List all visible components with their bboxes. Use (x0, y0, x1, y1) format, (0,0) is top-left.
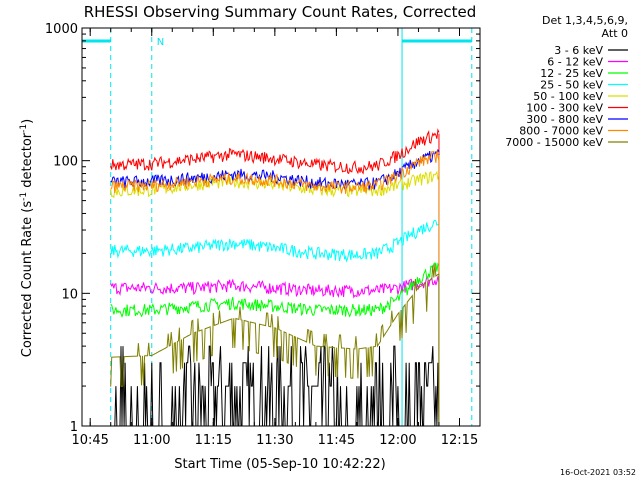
x-tick-label: 11:15 (195, 433, 232, 448)
legend-label-7: 800 - 7000 keV (519, 125, 603, 138)
x-tick-label: 11:00 (133, 433, 170, 448)
footer-timestamp: 16-Oct-2021 03:52 (560, 468, 636, 477)
legend-label-5: 100 - 300 keV (526, 102, 603, 115)
legend-label-4: 50 - 100 keV (533, 90, 603, 103)
x-tick-label: 10:45 (71, 433, 108, 448)
legend-label-8: 7000 - 15000 keV (505, 136, 603, 149)
series-line-5 (110, 128, 440, 175)
saa-label: N (157, 37, 164, 48)
y-tick-label: 10 (61, 287, 78, 302)
legend-label-2: 12 - 25 keV (540, 67, 603, 80)
plot-area: N 1 10 100 1000 10:45 11:00 11:15 11:30 11:45 12:0… (45, 22, 481, 448)
x-tick-label: 12:00 (379, 433, 416, 448)
y-tick-label: 100 (53, 155, 78, 170)
series-line-2 (110, 262, 440, 318)
legend-label-3: 25 - 50 keV (540, 79, 603, 92)
legend-label-6: 300 - 800 keV (526, 113, 603, 126)
legend-header-attenuator: Att 0 (602, 27, 628, 40)
chart-title: RHESSI Observing Summary Count Rates, Co… (84, 3, 477, 21)
legend-header-detectors: Det 1,3,4,5,6,9, (542, 14, 628, 27)
series-line-0 (110, 345, 440, 427)
plot-frame (81, 27, 481, 427)
y-tick-label: 1 (70, 420, 78, 435)
series-line-7 (110, 150, 440, 194)
series-line-3 (110, 219, 440, 263)
legend-label-0: 3 - 6 keV (554, 44, 603, 57)
series-line-1 (110, 276, 440, 299)
y-tick-label: 1000 (45, 22, 78, 37)
series-line-8 (110, 263, 440, 387)
legend-label-1: 6 - 12 keV (547, 56, 603, 69)
x-tick-label: 11:30 (256, 433, 293, 448)
x-tick-label: 11:45 (318, 433, 355, 448)
x-tick-label: 12:15 (441, 433, 478, 448)
x-axis-label: Start Time (05-Sep-10 10:42:22) (174, 457, 385, 472)
y-axis-label: Corrected Count Rate (s-1 detector-1) (19, 119, 35, 357)
